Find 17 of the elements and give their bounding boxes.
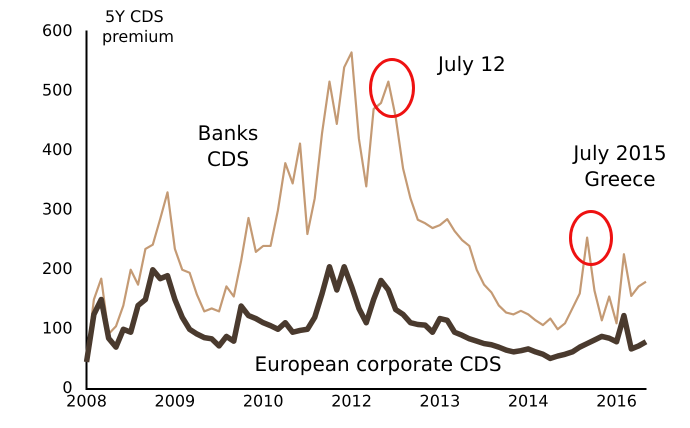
x-tick-label: 2013 (420, 392, 460, 411)
x-tick-label: 2010 (242, 392, 284, 411)
x-tick-label: 2016 (596, 392, 637, 411)
series-label: Banks CDS (198, 121, 258, 172)
y-tick-label: 200 (42, 258, 73, 278)
y-tick-label: 400 (42, 140, 73, 159)
y-tick-label: 500 (42, 80, 73, 100)
y-tick-label: 300 (42, 199, 73, 218)
x-tick-label: 2014 (508, 392, 549, 411)
y-tick-label: 600 (42, 20, 73, 40)
x-tick-label: 2009 (154, 392, 196, 411)
annotation: July 12 (436, 52, 506, 76)
annotation: July 2015 Greece (571, 141, 667, 192)
series-label: European corporate CDS (254, 352, 502, 376)
y-axis-title: 5Y CDS premium (102, 7, 174, 46)
x-tick-label: 2012 (331, 392, 372, 411)
y-tick-label: 100 (42, 318, 73, 338)
